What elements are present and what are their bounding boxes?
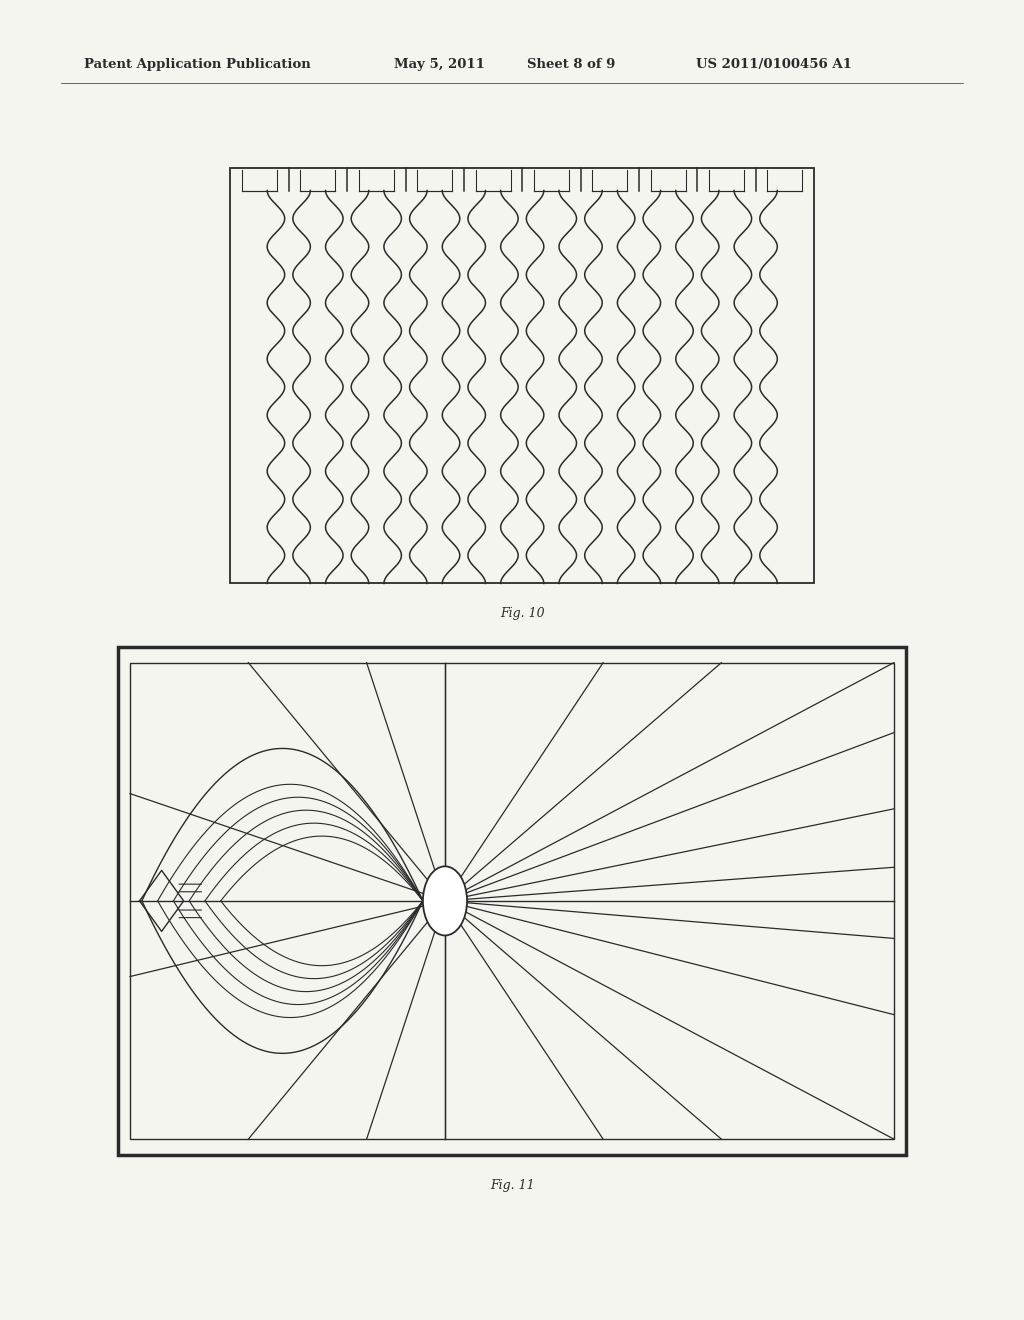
Bar [230,168,814,583]
Bar [130,663,894,1139]
Text: Fig. 11: Fig. 11 [489,1179,535,1192]
Text: May 5, 2011: May 5, 2011 [394,58,485,71]
Bar [118,647,906,1155]
Text: Patent Application Publication: Patent Application Publication [84,58,310,71]
Text: Fig. 10: Fig. 10 [500,607,545,620]
Ellipse shape [423,866,467,936]
Text: Sheet 8 of 9: Sheet 8 of 9 [527,58,615,71]
Text: US 2011/0100456 A1: US 2011/0100456 A1 [696,58,852,71]
